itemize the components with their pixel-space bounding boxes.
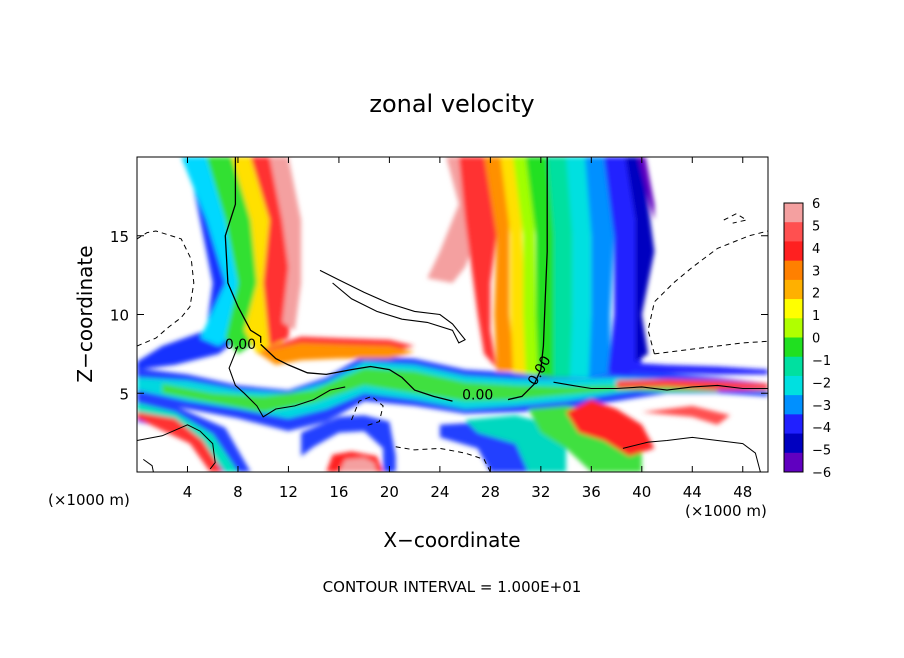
chart-title: zonal velocity xyxy=(369,90,534,118)
x-unit-right: (×1000 m) xyxy=(685,502,767,520)
contour-line xyxy=(351,395,384,427)
x-tick-label: 4 xyxy=(183,483,193,501)
x-tick-label: 24 xyxy=(430,483,449,501)
x-tick-label: 44 xyxy=(683,483,702,501)
colorbar-swatch xyxy=(784,241,803,262)
contour-label: 0.00 xyxy=(225,337,256,353)
field-region xyxy=(566,157,592,378)
contour-line xyxy=(654,340,768,355)
svg-text:0.00: 0.00 xyxy=(462,388,493,404)
field-region xyxy=(638,157,655,220)
contour-interval-footer: CONTOUR INTERVAL = 1.000E+01 xyxy=(323,578,582,596)
field-region xyxy=(603,157,642,375)
colorbar-tick-label: 0 xyxy=(812,332,820,347)
colorbar-tick-label: −6 xyxy=(812,466,831,481)
field-region xyxy=(616,361,768,375)
field-region xyxy=(547,157,573,378)
contour-line xyxy=(137,424,216,470)
x-tick-label: 28 xyxy=(481,483,500,501)
colorbar-swatch xyxy=(784,318,803,338)
contour-line xyxy=(228,345,346,418)
x-tick-label: 8 xyxy=(233,483,243,501)
colorbar-swatch xyxy=(784,395,803,415)
x-tick-label: 48 xyxy=(733,483,752,501)
contour-label: 0.00 xyxy=(462,388,493,404)
field-region xyxy=(162,368,718,413)
y-axis-ticks: 5 10 15 xyxy=(110,228,768,403)
colorbar-tick-label: 1 xyxy=(812,309,820,324)
x-tick-label: 12 xyxy=(279,483,298,501)
field-region xyxy=(525,157,556,378)
contour-line xyxy=(224,157,262,343)
x-tick-label: 16 xyxy=(329,483,348,501)
colorbar-swatch xyxy=(784,299,803,319)
field-region xyxy=(256,342,415,365)
colorbar-swatch xyxy=(784,452,803,473)
x-axis-label: X−coordinate xyxy=(383,528,520,552)
contour-line xyxy=(723,213,748,224)
colorbar-swatch xyxy=(784,337,803,358)
contour-line xyxy=(137,230,195,347)
contour-line xyxy=(647,230,768,355)
colorbar-tick-label: −5 xyxy=(812,444,831,459)
field-region xyxy=(181,157,238,346)
y-tick-label: 5 xyxy=(119,385,129,403)
contour-lines xyxy=(137,157,768,472)
colorbar-frame xyxy=(783,202,804,473)
colorbar-tick-label: −2 xyxy=(812,376,831,391)
x-tick-label: 36 xyxy=(582,483,601,501)
colorbar-swatch xyxy=(784,375,803,396)
contour-line xyxy=(260,343,453,402)
y-tick-label: 10 xyxy=(110,307,129,325)
colorbar-tick-label: 5 xyxy=(812,219,820,234)
field-region xyxy=(338,457,377,472)
field-region xyxy=(585,157,614,378)
velocity-field xyxy=(137,157,768,472)
colorbar-tick-label: −4 xyxy=(812,421,831,436)
colorbar-swatch xyxy=(784,433,803,454)
field-region xyxy=(641,405,731,425)
colorbar-swatch xyxy=(784,222,803,242)
colorbar-swatch xyxy=(784,203,803,223)
field-region xyxy=(137,412,223,472)
field-region xyxy=(566,399,655,457)
field-region xyxy=(206,157,264,354)
y-axis-label: Z−coordinate xyxy=(73,245,97,382)
colorbar-swatch xyxy=(784,356,803,377)
field-region xyxy=(269,157,302,331)
x-tick-label: 20 xyxy=(380,483,399,501)
colorbar-swatch xyxy=(784,279,803,300)
colorbar-tick-label: 4 xyxy=(812,242,820,257)
colorbar-tick-label: 3 xyxy=(812,264,820,279)
x-unit-left: (×1000 m) xyxy=(48,491,130,509)
svg-text:0.00: 0.00 xyxy=(225,337,256,353)
contour-line xyxy=(319,269,466,344)
colorbar-tick-label: 2 xyxy=(812,287,820,302)
x-tick-label: 32 xyxy=(531,483,550,501)
field-region xyxy=(301,415,396,472)
field-region xyxy=(625,157,655,362)
colorbar: 6 5 4 3 2 1 0 −1 −2 −3 −4 −5 −6 xyxy=(783,197,831,481)
contour-line xyxy=(507,157,548,401)
colorbar-swatch xyxy=(784,260,803,281)
x-axis-ticks: 4 8 12 16 20 24 28 32 36 40 44 48 xyxy=(183,157,752,501)
contour-line xyxy=(553,381,768,391)
x-tick-label: 40 xyxy=(632,483,651,501)
field-region xyxy=(458,157,497,369)
colorbar-swatch xyxy=(784,414,803,435)
contour-line xyxy=(395,446,491,472)
y-tick-label: 15 xyxy=(110,228,129,246)
colorbar-tick-label: −3 xyxy=(812,399,831,414)
colorbar-tick-label: 6 xyxy=(812,197,820,212)
contour-line xyxy=(143,458,154,472)
contour-line xyxy=(622,436,761,472)
colorbar-tick-label: −1 xyxy=(812,354,831,369)
